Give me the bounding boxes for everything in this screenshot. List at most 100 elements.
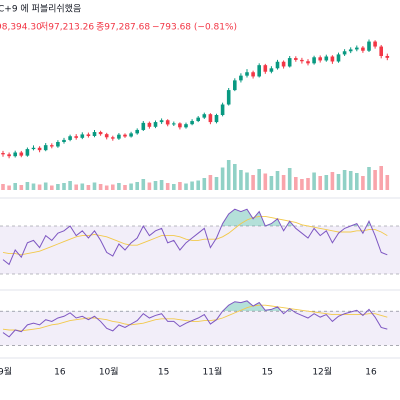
volume-bar [306,178,310,190]
candle-body [129,133,133,137]
candle-body [324,56,329,61]
rsi-ma-line [2,215,388,256]
candle-body [208,114,213,123]
candle-body [153,122,158,127]
candle-body [196,117,200,122]
ohlc-value: 저97,213.26 [40,22,94,33]
candle-body [92,132,97,136]
volume-bar [220,167,225,190]
volume-bar [318,176,322,190]
volume-bar [68,181,72,190]
candle-body [263,65,268,72]
volume-bar [165,183,170,190]
volume-bar [178,182,182,190]
volume-bar [147,182,152,190]
volume-bar [184,183,188,190]
volume-bar [135,182,139,190]
volume-bar [31,183,36,190]
x-tick-label: 15 [262,368,273,378]
volume-bar [92,182,97,190]
candle-body [178,123,182,128]
candle-body [342,51,347,55]
band-fill [0,311,400,346]
candle-body [159,120,164,123]
volume-bar [37,184,42,190]
volume-bar [56,184,60,190]
ohlc-value: 종97,287.68 [96,22,150,33]
volume-bar [7,185,11,190]
x-tick-label: 12월 [312,366,332,378]
candle-body [80,134,85,138]
candle-body [25,149,30,156]
candle-body [373,41,377,47]
volume-bar [80,183,85,190]
candle-body [239,75,243,81]
candle-body [172,123,176,125]
volume-bar [379,166,383,190]
candle-body [190,121,194,125]
candle-body [13,152,17,157]
candle-body [330,56,335,62]
candle-body [379,46,383,56]
volume-bar [214,177,219,190]
volume-bar [342,170,347,190]
volume-bar [43,182,48,190]
candle-body [318,57,322,61]
candle-body [245,72,249,76]
candle-body [104,134,109,138]
volume-bar [348,171,353,190]
candle-body [257,65,261,77]
volume-bar [123,185,127,190]
candle-body [312,57,316,64]
candle-body [251,72,255,77]
publisher: C+9 에 퍼블리쉬했음 [0,3,81,15]
candle-body [336,54,341,62]
x-tick-label: 10월 [99,366,119,378]
rsi-line [2,208,388,266]
volume-bar [336,174,341,190]
volume-bar [19,185,24,190]
candle-body [184,124,188,128]
volume-bar [190,181,194,190]
candle-body [74,136,78,138]
volume-bar [86,185,91,190]
volume-bar [111,184,115,190]
volume-bar [202,178,207,190]
rsi-ma-line [2,304,388,332]
candle-body [1,153,5,155]
candle-body [31,147,36,150]
candle-body [367,41,371,51]
candle-body [117,134,121,139]
candle-body [287,58,292,67]
volume-bar [312,172,316,190]
volume-bar [239,170,243,190]
volume-bar [275,171,280,190]
candle-body [68,136,72,140]
volume-bar [141,179,146,190]
candle-body [348,49,353,52]
volume-bar [233,164,237,190]
ohlc-value: 98,394.30 [0,23,42,33]
volume-bar [226,160,231,190]
volume-bar [196,180,200,190]
volume-bar [50,185,54,190]
volume-bar [98,184,103,190]
volume-bar [153,181,158,190]
candle-body [269,68,274,72]
ohlc-value: −793.68 (−0.81%) [152,23,237,33]
volume-bar [367,167,371,190]
x-tick-label: 16 [54,368,66,378]
volume-bar [13,183,17,190]
candle-body [294,58,298,60]
volume-bar [104,185,109,190]
volume-bar [373,170,377,190]
candle-body [233,80,237,91]
candle-body [165,120,170,125]
volume-bar [159,180,164,190]
volume-bar [385,175,390,190]
volume-bar [269,176,274,190]
candle-body [50,145,54,147]
candle-body [275,61,280,69]
x-tick-label: 9월 [0,366,12,378]
